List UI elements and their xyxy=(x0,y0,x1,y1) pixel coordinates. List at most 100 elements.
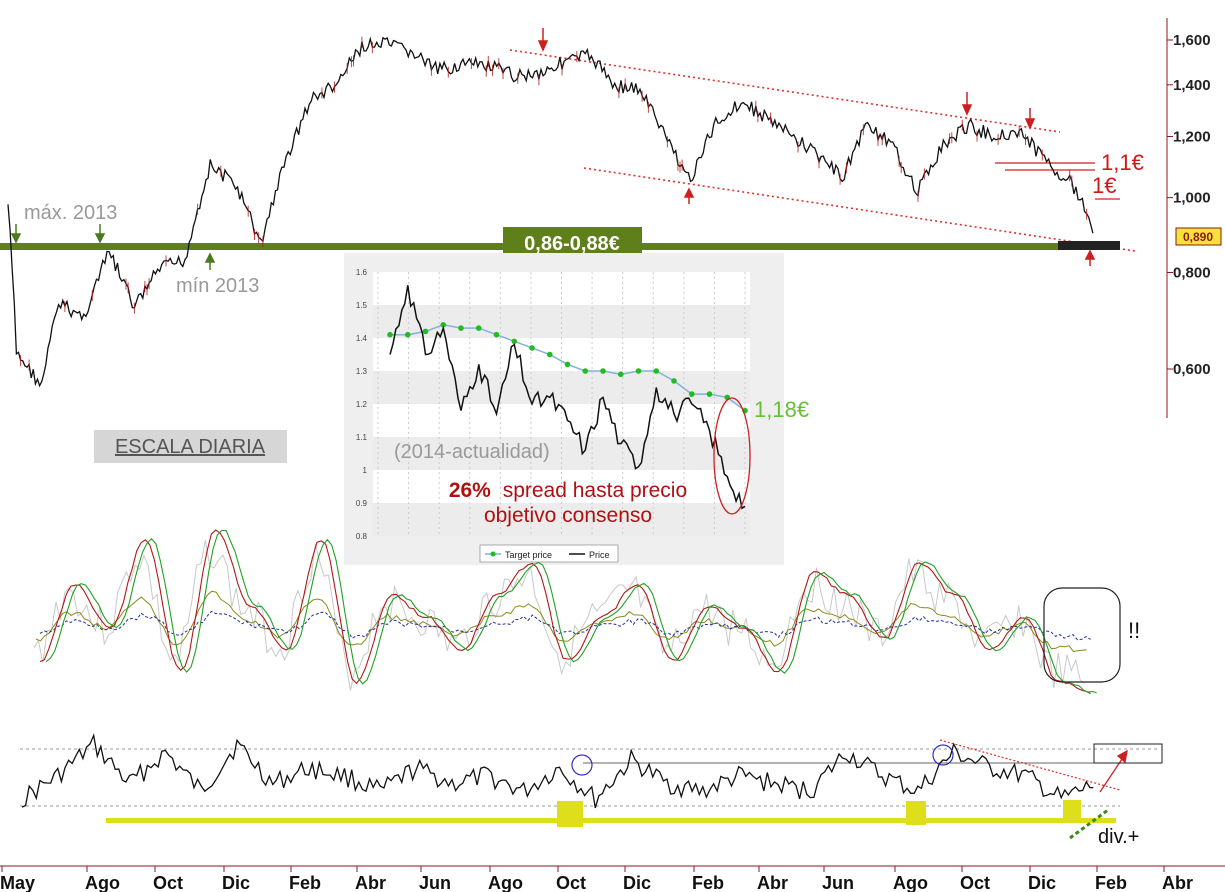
oscillator-olive-line xyxy=(35,590,1087,652)
target-point xyxy=(458,325,464,331)
rsi-highlight-3 xyxy=(1063,800,1081,820)
inset-y-axis: 1.6 1.5 1.4 1.3 1.2 1.1 1 0.9 0.8 xyxy=(356,268,368,541)
target-price-inset: 1.6 1.5 1.4 1.3 1.2 1.1 1 0.9 0.8 Target price P… xyxy=(344,253,809,565)
target-point xyxy=(688,391,695,397)
x-tick-label: Feb xyxy=(1095,873,1127,892)
x-tick-label: Oct xyxy=(556,873,586,892)
rsi-highlight-2 xyxy=(906,801,926,825)
rsi-line xyxy=(21,733,1094,809)
support-band-tail xyxy=(1058,241,1120,250)
target-point xyxy=(653,368,660,374)
min-2013-label: mín 2013 xyxy=(176,275,259,297)
last-price-label: 0,890 xyxy=(1183,230,1213,244)
x-tick-label: Dic xyxy=(623,873,651,892)
inset-y-tick: 1 xyxy=(363,466,368,475)
inset-y-tick: 1.4 xyxy=(356,334,368,343)
target-point xyxy=(706,391,713,397)
breakout-arrow-icon xyxy=(1099,749,1128,793)
y-tick-label: 1,600 xyxy=(1173,32,1211,49)
target-point xyxy=(475,325,482,331)
x-tick-label: Jun xyxy=(419,873,451,892)
x-tick-label: Feb xyxy=(289,873,321,892)
inset-price-line xyxy=(389,285,746,510)
rsi-target-box xyxy=(1093,743,1163,764)
legend-box xyxy=(479,544,619,563)
max-2013-label: máx. 2013 xyxy=(24,202,117,224)
red-arrow-icon xyxy=(537,28,1096,266)
oscillator-grey-line xyxy=(33,539,1085,691)
price-axis: 1,600 1,400 1,200 1,000 0,800 0,600 xyxy=(1167,32,1211,378)
inset-y-tick: 1.1 xyxy=(356,433,368,442)
rsi-circle-2 xyxy=(932,744,954,766)
x-tick-label: Abr xyxy=(1162,873,1193,892)
y-tick-label: 0,800 xyxy=(1173,265,1211,282)
target-point xyxy=(546,351,553,358)
target-point xyxy=(493,331,500,338)
legend-target-label: Target price xyxy=(505,550,552,560)
target-point xyxy=(564,361,571,368)
x-tick-label: Abr xyxy=(757,873,788,892)
spread-text-1: spread hasta precio xyxy=(503,479,687,502)
inset-y-tick: 0.8 xyxy=(356,532,368,541)
inset-y-tick: 1.2 xyxy=(356,400,368,409)
x-tick-label: May xyxy=(0,873,35,892)
inset-y-tick: 1.3 xyxy=(356,367,368,376)
rsi-highlight-1 xyxy=(557,801,583,827)
green-arrow-icon xyxy=(10,224,216,270)
scale-label-box xyxy=(94,430,287,463)
target-point xyxy=(582,368,589,374)
level-2-label: 1€ xyxy=(1092,173,1116,198)
x-tick-label: Jun xyxy=(822,873,854,892)
support-band-label: 0,86-0,88€ xyxy=(524,233,620,255)
x-tick-label: Ago xyxy=(488,873,523,892)
target-price-points xyxy=(387,322,748,414)
oscillator-highlight-box xyxy=(1043,587,1121,683)
x-tick-label: Ago xyxy=(893,873,928,892)
rsi-trend-line xyxy=(939,739,1121,791)
legend-target-dot xyxy=(490,551,496,557)
warning-label: !! xyxy=(1128,618,1140,643)
target-point xyxy=(511,338,518,345)
x-tick-label: Abr xyxy=(355,873,386,892)
upper-channel-line xyxy=(509,49,1061,133)
target-point xyxy=(635,368,642,374)
target-value-label: 1,18€ xyxy=(754,397,809,422)
target-point xyxy=(440,322,447,328)
rsi-panel: div.+ xyxy=(20,733,1163,848)
inset-y-tick: 1.6 xyxy=(356,268,368,277)
inset-y-tick: 1.5 xyxy=(356,301,368,310)
y-tick-label: 1,200 xyxy=(1173,128,1211,145)
x-tick-label: Oct xyxy=(153,873,183,892)
lower-channel-line xyxy=(583,167,1136,252)
period-label: (2014-actualidad) xyxy=(394,441,550,463)
spread-line-2: objetivo consenso xyxy=(484,504,652,527)
y-tick-label: 1,400 xyxy=(1173,77,1211,94)
scale-label: ESCALA DIARIA xyxy=(115,436,266,458)
spread-line-1: 26% spread hasta precio xyxy=(449,479,687,502)
last-price-badge xyxy=(1175,227,1222,246)
oscillator-panel: !! xyxy=(33,529,1140,695)
time-axis: May Ago Oct Dic Feb Abr Jun Ago Oct Dic Feb Abr Jun A… xyxy=(0,865,1225,892)
target-point xyxy=(404,331,411,338)
level-1-label: 1,1€ xyxy=(1101,150,1144,175)
oscillator-green-line xyxy=(45,529,1097,694)
price-down-candles xyxy=(20,36,1088,371)
oscillator-blue-line xyxy=(39,610,1091,641)
x-tick-label: Ago xyxy=(85,873,120,892)
spread-pct: 26% xyxy=(449,479,491,502)
legend-price-label: Price xyxy=(589,550,610,560)
target-point xyxy=(387,331,393,338)
rsi-support-bar xyxy=(106,818,1116,823)
price-line xyxy=(7,36,1094,388)
divergence-label: div.+ xyxy=(1098,826,1139,848)
target-point xyxy=(422,328,429,335)
target-point xyxy=(617,371,624,378)
target-point xyxy=(529,345,535,351)
inset-y-tick: 0.9 xyxy=(356,499,368,508)
target-highlight-ellipse xyxy=(713,397,751,515)
x-tick-label: Feb xyxy=(692,873,724,892)
x-tick-label: Dic xyxy=(222,873,250,892)
oscillator-red-line xyxy=(39,529,1091,695)
target-point xyxy=(671,378,677,384)
